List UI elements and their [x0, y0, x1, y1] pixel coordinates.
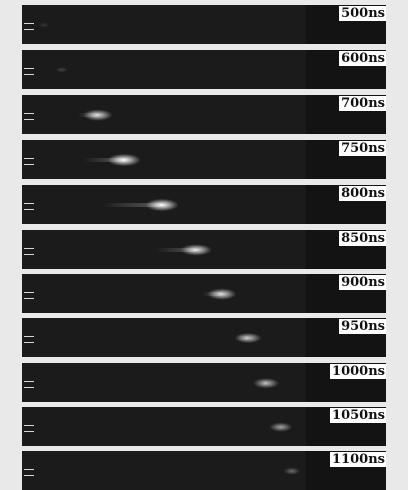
reference-marker: [24, 292, 34, 299]
plasma-spot: [146, 199, 178, 211]
image-strip: 800ns: [22, 185, 386, 224]
plasma-spot: [108, 154, 140, 166]
time-label: 750ns: [339, 141, 386, 156]
reference-marker: [24, 113, 34, 120]
plasma-spot: [207, 288, 237, 300]
plasma-spot: [235, 333, 261, 343]
image-strip: 1000ns: [22, 363, 386, 402]
time-label: 1100ns: [330, 452, 386, 467]
plasma-spot: [181, 244, 211, 256]
time-label: 600ns: [339, 51, 386, 66]
time-label: 500ns: [339, 6, 386, 21]
reference-marker: [24, 336, 34, 343]
image-strip: 500ns: [22, 5, 386, 44]
image-strip: 700ns: [22, 95, 386, 134]
time-label: 800ns: [339, 186, 386, 201]
plasma-tail: [84, 158, 124, 162]
reference-marker: [24, 425, 34, 432]
plasma-spot: [38, 22, 50, 28]
plasma-spot: [55, 67, 69, 73]
image-strip: 950ns: [22, 318, 386, 357]
reference-marker: [24, 248, 34, 255]
time-label: 700ns: [339, 96, 386, 111]
time-label: 1050ns: [330, 408, 386, 423]
plasma-spot: [283, 467, 301, 475]
time-label: 850ns: [339, 231, 386, 246]
time-label: 950ns: [339, 319, 386, 334]
plasma-tail: [102, 203, 162, 207]
image-strip: 750ns: [22, 140, 386, 179]
reference-marker: [24, 68, 34, 75]
reference-marker: [24, 23, 34, 30]
image-strip: 600ns: [22, 50, 386, 89]
time-label: 1000ns: [330, 364, 386, 379]
reference-marker: [24, 158, 34, 165]
plasma-tail: [156, 248, 196, 252]
reference-marker: [24, 381, 34, 388]
plasma-spot: [83, 109, 113, 121]
reference-marker: [24, 469, 34, 476]
image-strip: 850ns: [22, 230, 386, 269]
plasma-spot: [269, 422, 293, 432]
image-strip: 1050ns: [22, 407, 386, 446]
time-label: 900ns: [339, 275, 386, 290]
image-strip: 900ns: [22, 274, 386, 313]
image-strip: 1100ns: [22, 451, 386, 490]
plasma-spot: [253, 378, 279, 388]
reference-marker: [24, 203, 34, 210]
